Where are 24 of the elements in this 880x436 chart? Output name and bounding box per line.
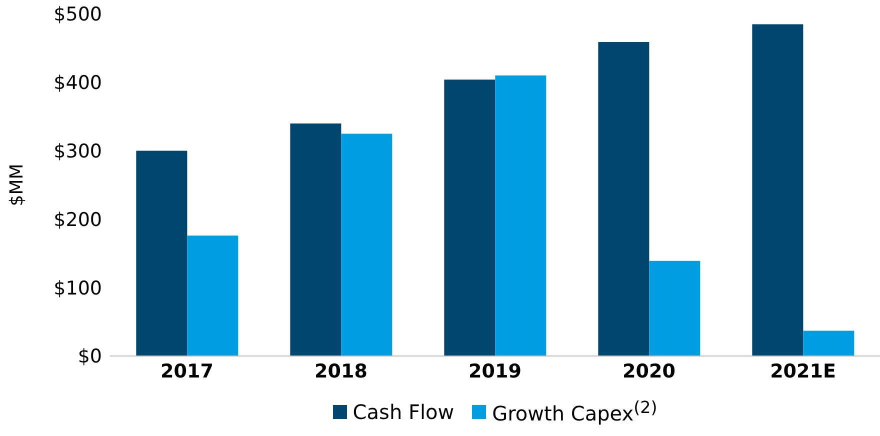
bar <box>341 134 392 356</box>
legend-label: Cash Flow <box>352 400 454 424</box>
x-tick-label: 2021E <box>770 360 836 382</box>
bar <box>444 80 496 356</box>
x-tick-label: 2019 <box>468 360 522 382</box>
bar <box>649 260 700 356</box>
y-tick-label: $0 <box>78 346 102 368</box>
y-tick-label: $500 <box>54 4 102 26</box>
bar <box>803 330 854 356</box>
x-tick-label: 2018 <box>314 360 368 382</box>
x-tick-label: 2020 <box>622 360 676 382</box>
bar <box>187 236 238 356</box>
bar <box>495 76 546 356</box>
y-tick-label: $300 <box>54 140 102 163</box>
y-tick-label: $400 <box>54 72 102 94</box>
legend-label: Growth Capex$^{(2)}$ <box>492 398 658 426</box>
y-tick-label: $100 <box>54 277 102 300</box>
y-axis-title: $MM <box>6 164 28 206</box>
bar <box>290 123 342 356</box>
x-tick-label: 2017 <box>160 360 214 382</box>
bar <box>598 42 650 356</box>
bar <box>752 24 804 356</box>
y-tick-label: $200 <box>54 208 102 231</box>
bar <box>136 150 188 356</box>
